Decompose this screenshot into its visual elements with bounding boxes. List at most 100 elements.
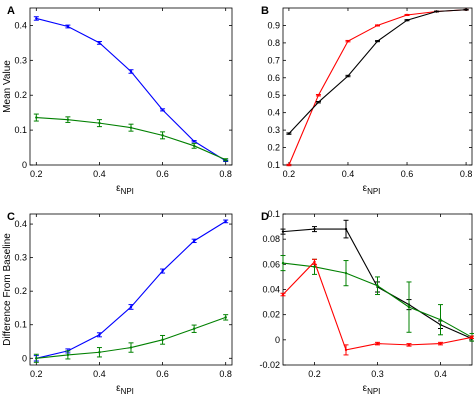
x-axis-label-sub: NPI bbox=[367, 387, 380, 396]
data-point bbox=[405, 19, 409, 22]
panel-letter: A bbox=[7, 5, 15, 17]
data-point bbox=[35, 116, 38, 119]
y-tick-label: 0.8 bbox=[267, 38, 280, 48]
data-point bbox=[407, 343, 411, 347]
x-axis-label-sub: NPI bbox=[121, 187, 134, 196]
data-point bbox=[192, 327, 196, 330]
data-point bbox=[224, 220, 227, 223]
x-axis-label-sub: NPI bbox=[367, 187, 380, 196]
data-point bbox=[161, 269, 164, 273]
x-tick-label: 0.6 bbox=[156, 169, 169, 179]
axes-frame bbox=[282, 7, 473, 166]
x-tick-label: 0.8 bbox=[219, 169, 232, 179]
x-tick-label: 0.2 bbox=[30, 169, 43, 179]
data-point bbox=[376, 24, 379, 27]
data-point bbox=[98, 41, 101, 45]
x-tick-label: 0.2 bbox=[308, 369, 321, 379]
data-point bbox=[344, 227, 348, 231]
panel-a: A 0.2 0.4 0.6 0.8 0 0.1 0.2 0.3 0.4 Mean Value εNPI bbox=[2, 5, 233, 196]
x-axis-label-main: ε bbox=[116, 183, 121, 194]
data-point bbox=[287, 163, 291, 167]
data-point bbox=[224, 316, 227, 319]
panel-letter: D bbox=[261, 211, 269, 223]
data-point bbox=[66, 25, 70, 28]
data-point bbox=[35, 357, 38, 360]
data-point bbox=[376, 284, 379, 287]
y-tick-label: 0.1 bbox=[14, 320, 27, 330]
y-tick-label: 0.3 bbox=[14, 253, 27, 263]
data-point bbox=[35, 17, 38, 20]
y-axis-label: Mean Value bbox=[2, 60, 13, 113]
data-point bbox=[313, 265, 316, 269]
y-tick-label: 0.3 bbox=[267, 125, 280, 135]
axes-frame bbox=[29, 7, 233, 166]
y-tick-label: 0.1 bbox=[267, 160, 280, 170]
data-point bbox=[281, 261, 285, 265]
panel-letter: C bbox=[7, 211, 15, 223]
y-tick-label: 0.4 bbox=[14, 20, 27, 30]
x-axis-label: εNPI bbox=[116, 383, 134, 396]
data-point bbox=[129, 305, 133, 309]
data-point bbox=[376, 342, 379, 345]
data-point bbox=[470, 336, 474, 339]
data-point bbox=[192, 140, 196, 143]
data-point bbox=[317, 94, 320, 97]
y-tick-label: 0.08 bbox=[262, 234, 280, 244]
y-tick-label: 0.06 bbox=[262, 259, 280, 269]
y-tick-label: 0 bbox=[275, 335, 280, 345]
y-tick-label: 0.3 bbox=[14, 55, 27, 65]
y-tick-label: 0.2 bbox=[14, 286, 27, 296]
data-point bbox=[66, 353, 70, 357]
data-point bbox=[313, 260, 316, 264]
x-axis-label-sub: NPI bbox=[121, 387, 134, 396]
series-line bbox=[36, 17, 226, 162]
data-point bbox=[464, 8, 468, 11]
data-point bbox=[439, 318, 442, 321]
data-point bbox=[344, 348, 348, 352]
x-tick-label: 0.2 bbox=[283, 169, 296, 179]
axes-frame bbox=[29, 213, 233, 366]
y-tick-label: -0.02 bbox=[259, 360, 280, 370]
y-tick-label: 0.9 bbox=[267, 20, 280, 30]
x-tick-label: 0.3 bbox=[371, 369, 384, 379]
data-point bbox=[344, 271, 348, 275]
series-line bbox=[288, 9, 467, 166]
data-point bbox=[346, 39, 350, 43]
y-tick-label: 0.02 bbox=[262, 310, 280, 320]
y-tick-label: 0.2 bbox=[14, 90, 27, 100]
data-point bbox=[405, 13, 409, 17]
series-line bbox=[36, 220, 226, 359]
y-tick-label: 0.4 bbox=[267, 108, 280, 118]
x-tick-label: 0.4 bbox=[434, 369, 447, 379]
y-tick-label: 0.6 bbox=[267, 73, 280, 83]
x-tick-label: 0.8 bbox=[219, 369, 232, 379]
x-axis-label-main: ε bbox=[363, 183, 368, 194]
data-point bbox=[161, 134, 164, 137]
data-point bbox=[281, 293, 285, 296]
y-tick-label: 0.1 bbox=[14, 125, 27, 135]
x-axis-label: εNPI bbox=[116, 183, 134, 196]
data-point bbox=[98, 121, 101, 125]
x-axis-label: εNPI bbox=[363, 383, 381, 396]
y-tick-label: 0.7 bbox=[267, 55, 280, 65]
data-point bbox=[346, 74, 350, 78]
data-point bbox=[161, 108, 164, 112]
x-tick-label: 0.6 bbox=[156, 369, 169, 379]
data-point bbox=[161, 338, 164, 342]
series-line bbox=[288, 9, 467, 134]
data-point bbox=[192, 144, 196, 148]
data-point bbox=[129, 70, 133, 73]
data-point bbox=[98, 333, 101, 336]
x-axis-label: εNPI bbox=[363, 183, 381, 196]
x-tick-label: 0.4 bbox=[93, 169, 106, 179]
data-point bbox=[376, 39, 379, 43]
x-tick-label: 0.4 bbox=[93, 369, 106, 379]
data-point bbox=[129, 346, 133, 349]
data-point bbox=[287, 132, 291, 135]
y-tick-label: 0.4 bbox=[14, 219, 27, 229]
panel-d: D 0.2 0.3 0.4 -0.02 0 0.02 0.04 0.06 0.08 0.1 εNPI bbox=[259, 209, 474, 396]
y-tick-label: 0 bbox=[22, 160, 27, 170]
y-tick-label: 0 bbox=[22, 353, 27, 363]
